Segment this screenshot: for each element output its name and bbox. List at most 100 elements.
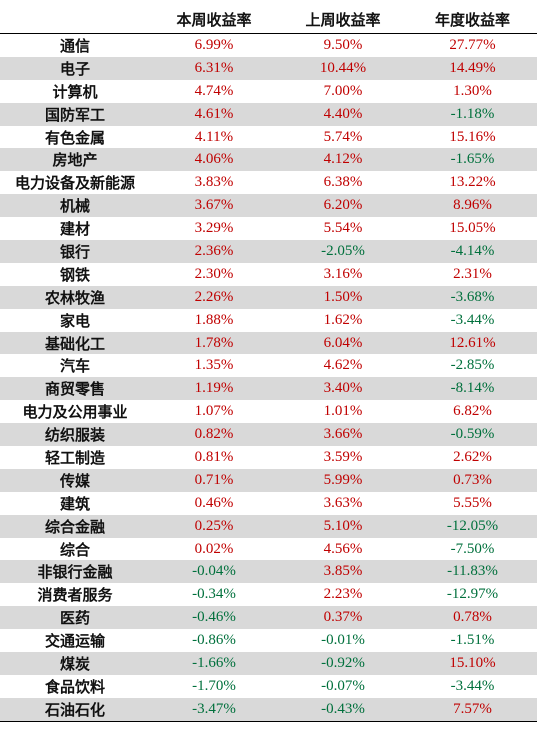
table-row: 有色金属 4.11% 5.74% 15.16% — [0, 126, 537, 149]
ytd-return-cell: 6.82% — [453, 403, 492, 420]
last-week-return-cell: 3.59% — [323, 448, 363, 465]
last-week-return-cell: 0.37% — [323, 609, 363, 626]
header-row: 本周收益率 上周收益率 年度收益率 — [0, 5, 537, 34]
industry-name-cell: 钢铁 — [59, 265, 90, 284]
industry-name-cell: 消费者服务 — [37, 586, 113, 605]
last-week-return-cell: 4.40% — [323, 105, 363, 122]
ytd-return-cell: -3.44% — [450, 311, 495, 328]
this-week-return-cell: 0.46% — [194, 494, 234, 511]
industry-name-cell: 基础化工 — [44, 334, 105, 353]
table-row: 房地产 4.06% 4.12% -1.65% — [0, 148, 537, 172]
last-week-return-cell: 10.44% — [319, 59, 367, 76]
table-row: 国防军工 4.61% 4.40% -1.18% — [0, 102, 537, 126]
this-week-return-cell: 1.19% — [194, 380, 234, 397]
industry-name-cell: 综合金融 — [44, 517, 105, 536]
last-week-return-cell: 4.56% — [323, 540, 363, 557]
this-week-return-cell: 2.30% — [194, 265, 234, 282]
last-week-return-cell: 3.66% — [323, 426, 363, 443]
last-week-return-cell: -0.01% — [321, 632, 365, 649]
last-week-return-cell: 1.01% — [323, 403, 363, 420]
ytd-return-cell: 2.31% — [453, 265, 492, 282]
this-week-return-cell: 2.36% — [194, 242, 234, 259]
this-week-return-cell: -0.86% — [192, 632, 236, 649]
ytd-return-cell: -11.83% — [447, 563, 498, 580]
last-week-return-cell: 6.38% — [323, 174, 363, 191]
this-week-return-cell: 2.26% — [194, 288, 234, 305]
table-row: 计算机 4.74% 7.00% 1.30% — [0, 80, 537, 103]
last-week-return-cell: 5.99% — [323, 471, 363, 488]
this-week-return-cell: 3.67% — [194, 197, 234, 214]
industry-name-cell: 机械 — [59, 197, 90, 216]
ytd-return-cell: -1.51% — [450, 632, 495, 649]
ytd-return-cell: -12.97% — [446, 586, 499, 603]
this-week-return-cell: -0.46% — [192, 609, 236, 626]
ytd-return-cell: 2.62% — [453, 448, 492, 465]
header-last-week-return: 上周收益率 — [278, 5, 408, 34]
industry-name-cell: 商贸零售 — [44, 380, 105, 399]
industry-name-cell: 国防军工 — [44, 105, 105, 124]
table-row: 通信 6.99% 9.50% 27.77% — [0, 34, 537, 57]
table-row: 食品饮料 -1.70% -0.07% -3.44% — [0, 675, 537, 698]
header-this-week-return: 本周收益率 — [150, 5, 278, 34]
industry-name-cell: 银行 — [59, 242, 90, 261]
table-row: 医药 -0.46% 0.37% 0.78% — [0, 606, 537, 630]
industry-name-cell: 建材 — [59, 220, 90, 239]
table-row: 银行 2.36% -2.05% -4.14% — [0, 240, 537, 263]
ytd-return-cell: 0.73% — [453, 471, 492, 488]
table-row: 非银行金融 -0.04% 3.85% -11.83% — [0, 560, 537, 584]
table-row: 建材 3.29% 5.54% 15.05% — [0, 217, 537, 240]
last-week-return-cell: 7.00% — [323, 82, 363, 99]
industry-name-cell: 轻工制造 — [44, 448, 105, 467]
ytd-return-cell: -3.68% — [450, 288, 495, 305]
industry-name-cell: 汽车 — [59, 357, 90, 376]
table-row: 轻工制造 0.81% 3.59% 2.62% — [0, 446, 537, 469]
table-row: 综合 0.02% 4.56% -7.50% — [0, 538, 537, 561]
ytd-return-cell: -7.50% — [450, 540, 495, 557]
ytd-return-cell: -2.85% — [450, 357, 495, 374]
industry-returns-table: 本周收益率 上周收益率 年度收益率 通信 6.99% 9.50% 27.77% 电子 6.… — [0, 5, 537, 722]
table-row: 电子 6.31% 10.44% 14.49% — [0, 56, 537, 80]
table-row: 纺织服装 0.82% 3.66% -0.59% — [0, 423, 537, 447]
ytd-return-cell: 7.57% — [408, 697, 537, 722]
header-ytd-return: 年度收益率 — [408, 5, 537, 34]
this-week-return-cell: 0.81% — [194, 448, 234, 465]
table-row: 电力设备及新能源 3.83% 6.38% 13.22% — [0, 171, 537, 194]
industry-name-cell: 计算机 — [52, 82, 98, 101]
industry-name-cell: 电子 — [59, 59, 90, 78]
last-week-return-cell: 5.10% — [323, 517, 363, 534]
industry-name-cell: 房地产 — [52, 151, 98, 170]
table-row: 农林牧渔 2.26% 1.50% -3.68% — [0, 285, 537, 309]
this-week-return-cell: 6.99% — [194, 36, 234, 53]
industry-name-cell: 农林牧渔 — [44, 288, 105, 307]
industry-name-cell: 食品饮料 — [44, 677, 105, 696]
ytd-return-cell: -3.44% — [450, 677, 495, 694]
this-week-return-cell: -1.70% — [192, 677, 236, 694]
last-week-return-cell: 2.23% — [323, 586, 363, 603]
table-row: 商贸零售 1.19% 3.40% -8.14% — [0, 377, 537, 401]
this-week-return-cell: 4.11% — [194, 128, 234, 145]
industry-name-cell: 电力设备及新能源 — [14, 174, 135, 193]
this-week-return-cell: 0.25% — [194, 517, 234, 534]
header-industry — [0, 5, 150, 34]
table-row: 钢铁 2.30% 3.16% 2.31% — [0, 263, 537, 286]
this-week-return-cell: 1.35% — [194, 357, 234, 374]
table-body: 通信 6.99% 9.50% 27.77% 电子 6.31% 10.44% 14.49% 计算机… — [0, 34, 537, 722]
ytd-return-cell: 15.10% — [449, 654, 496, 671]
this-week-return-cell: -1.66% — [192, 654, 236, 671]
industry-name-cell: 建筑 — [59, 494, 90, 513]
table-row: 石油石化 -3.47% -0.43% 7.57% — [0, 697, 537, 722]
this-week-return-cell: 3.83% — [194, 174, 234, 191]
ytd-return-cell: 12.61% — [449, 334, 496, 351]
table-row: 电力及公用事业 1.07% 1.01% 6.82% — [0, 400, 537, 423]
ytd-return-cell: -12.05% — [446, 517, 499, 534]
last-week-return-cell: 3.63% — [323, 494, 363, 511]
last-week-return-cell: 3.16% — [323, 265, 363, 282]
table-row: 传媒 0.71% 5.99% 0.73% — [0, 468, 537, 492]
ytd-return-cell: 27.77% — [449, 36, 496, 53]
industry-name-cell: 电力及公用事业 — [22, 403, 128, 422]
last-week-return-cell: -2.05% — [321, 242, 365, 259]
industry-name-cell: 非银行金融 — [37, 563, 113, 582]
ytd-return-cell: -1.18% — [450, 105, 495, 122]
this-week-return-cell: -0.34% — [192, 586, 236, 603]
